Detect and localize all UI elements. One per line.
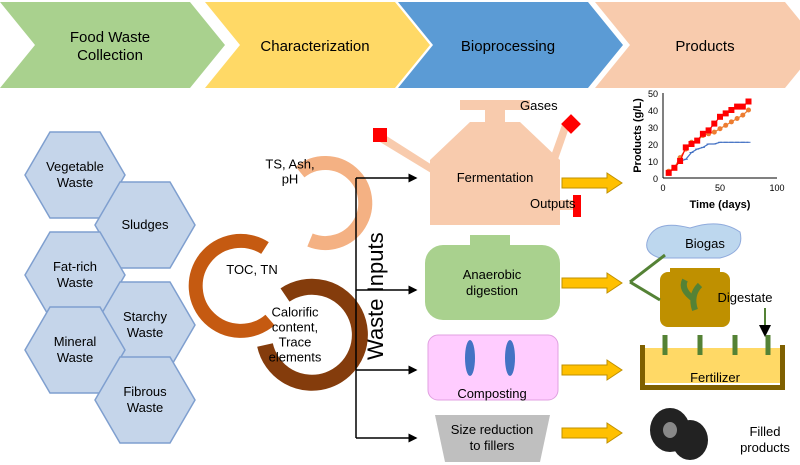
characterization-label: Calorific content, Trace elements [269, 305, 322, 365]
waste-label: Vegetable Waste [46, 159, 104, 190]
size-reduction-label: Size reduction to fillers [451, 422, 533, 453]
y-tick-label: 10 [648, 157, 658, 167]
data-point [739, 103, 746, 110]
stage-chevron [595, 2, 800, 88]
flow-arrow [561, 272, 623, 294]
y-tick-label: 30 [648, 123, 658, 133]
data-point [734, 116, 740, 121]
waste-hex [24, 306, 126, 394]
waste-hex [24, 131, 126, 219]
gases-label: Gases [520, 98, 558, 113]
characterization-label: TS, Ash, pH [265, 157, 314, 187]
data-point [694, 137, 701, 144]
biogas-cloud [646, 223, 742, 259]
fermentation-label: Fermentation [457, 170, 534, 185]
y-axis-label: Products (g/L) [632, 98, 644, 173]
waste-label: Fat-rich Waste [53, 259, 97, 290]
data-point [688, 141, 695, 147]
waste-label: Fibrous Waste [123, 384, 167, 415]
flow-arrow [561, 359, 623, 381]
x-tick-label: 50 [715, 183, 725, 193]
stage-chevron [205, 2, 430, 88]
data-point [665, 169, 672, 176]
stage-chevron [0, 2, 225, 88]
stage-label: Products [675, 38, 734, 55]
y-tick-label: 20 [648, 140, 658, 150]
waste-inputs-bracket [355, 173, 418, 443]
data-point [682, 144, 689, 151]
data-point [740, 112, 746, 118]
waste-label: Starchy Waste [123, 309, 168, 340]
stage-chevron [398, 2, 623, 88]
data-point [734, 103, 741, 110]
data-point [717, 113, 723, 120]
anaerobic-label: Anaerobic digestion [463, 267, 522, 298]
x-tick-label: 0 [660, 183, 665, 193]
y-tick-label: 40 [648, 106, 658, 116]
biogas-label: Biogas [685, 236, 725, 251]
data-point [705, 127, 712, 134]
digester [425, 235, 560, 320]
stage-label: Characterization [260, 38, 369, 55]
digestate-label: Digestate [718, 290, 773, 305]
flow-arrow [561, 422, 623, 444]
outputs-label: Outputs [530, 196, 576, 211]
stage-label: Bioprocessing [461, 38, 555, 55]
data-point [699, 130, 706, 137]
stage-label: Food Waste Collection [70, 29, 150, 64]
data-point [677, 158, 684, 164]
y-tick-label: 0 [653, 174, 658, 184]
data-point [722, 110, 729, 117]
characterization-label: TOC, TN [226, 262, 278, 277]
data-point [711, 129, 717, 135]
x-tick-label: 100 [769, 183, 784, 193]
size-reduction-hopper [435, 415, 550, 462]
digestate-bag [660, 268, 730, 327]
data-point [745, 98, 752, 105]
data-point [671, 164, 678, 171]
waste-label: Sludges [122, 217, 169, 232]
fertilizer-label: Fertilizer [690, 370, 741, 385]
filled-products-label: Filled products [740, 424, 790, 455]
x-axis-label: Time (days) [690, 199, 751, 211]
flow-arrow [561, 172, 623, 194]
biogas-arrow [629, 253, 666, 284]
waste-hex [94, 356, 196, 444]
data-point [717, 126, 723, 132]
waste-inputs-label: Waste Inputs [363, 232, 388, 360]
data-point [728, 119, 734, 125]
data-point [746, 107, 751, 113]
characterization-cycle: TS, Ash, pH TOC, TN Calorific content, Trace e… [188, 156, 373, 391]
waste-label: Mineral Waste [54, 334, 97, 365]
fermenter [373, 100, 581, 225]
y-tick-label: 50 [648, 89, 658, 99]
bag-arrow [629, 280, 661, 302]
data-point [711, 120, 718, 127]
composting-label: Composting [457, 386, 526, 401]
tires-icon [650, 408, 708, 460]
fertilizer-bed [640, 335, 785, 390]
composter [427, 334, 559, 401]
data-point [723, 122, 729, 128]
products-chart: 0 10 20 30 40 50 0 50 100 Time (days) Products (g/… [632, 89, 785, 211]
data-point [728, 107, 735, 113]
